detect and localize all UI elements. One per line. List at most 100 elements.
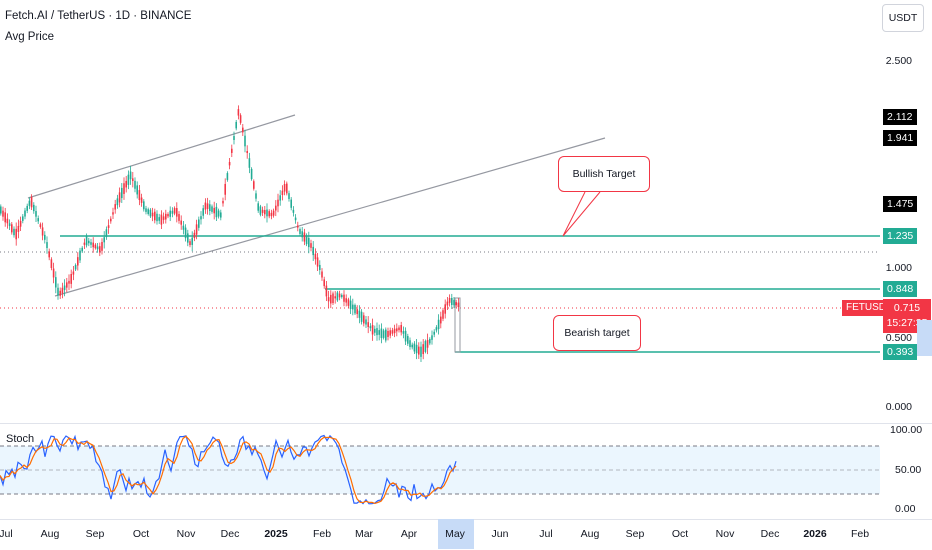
candle-body — [257, 203, 259, 211]
candle-body — [374, 328, 376, 333]
candle-body — [74, 265, 77, 270]
candle-body — [81, 247, 83, 252]
level-badge: 1.475 — [883, 196, 918, 212]
candle-body — [193, 232, 196, 238]
candle-body — [165, 213, 167, 220]
candle-body — [171, 210, 174, 214]
bullish-target-label[interactable]: Bullish Target — [558, 156, 650, 192]
candle-body — [180, 220, 182, 225]
candle-body — [325, 285, 328, 297]
indicator-label: Avg Price — [5, 31, 55, 43]
candle-body — [28, 200, 31, 206]
candle-body — [222, 200, 224, 204]
candle-body — [253, 181, 255, 189]
price-tick: 2.500 — [885, 55, 912, 67]
candle-body — [11, 224, 13, 233]
candle-body — [343, 294, 345, 302]
candle-body — [114, 204, 116, 210]
currency-button[interactable]: USDT — [882, 4, 924, 32]
candle-body — [116, 198, 119, 206]
candle-body — [418, 346, 420, 355]
candle-body — [259, 206, 262, 215]
pane-divider[interactable] — [0, 423, 932, 424]
candle-body — [202, 208, 204, 216]
candle-body — [125, 180, 127, 188]
candle-body — [224, 183, 226, 195]
candle-body — [35, 211, 37, 217]
candle-body — [261, 209, 264, 213]
candle-body — [169, 210, 171, 217]
candle-body — [134, 180, 136, 189]
time-label: Oct — [132, 528, 150, 540]
time-label: Nov — [176, 528, 196, 540]
candle-body — [349, 300, 352, 309]
candle-body — [409, 340, 411, 348]
chart-title: Fetch.AI / TetherUS · 1D · BINANCE — [5, 10, 192, 22]
candle-body — [435, 327, 438, 331]
candle-body — [299, 229, 301, 234]
candle-body — [4, 212, 6, 223]
candle-body — [79, 250, 81, 261]
time-label: Sep — [85, 528, 105, 540]
candle-body — [250, 168, 253, 180]
time-label: Feb — [312, 528, 332, 540]
candle-body — [239, 115, 242, 123]
candle-body — [127, 174, 130, 185]
candle-body — [211, 206, 213, 212]
candle-body — [305, 235, 308, 245]
candle-body — [2, 210, 4, 217]
candle-body — [332, 293, 334, 304]
candle-body — [319, 264, 321, 271]
candle-body — [431, 335, 433, 340]
candle-body — [301, 231, 303, 238]
candle-body — [398, 327, 400, 331]
last-price-value: 0.715 — [893, 302, 921, 314]
candle-body — [160, 214, 163, 225]
candle-body — [72, 271, 75, 275]
candle-body — [308, 237, 310, 248]
channel-upper-line — [27, 114, 296, 199]
candle-body — [66, 282, 68, 288]
candle-body — [338, 293, 341, 298]
candle-body — [41, 227, 44, 236]
candle-body — [228, 161, 231, 166]
candle-body — [292, 209, 295, 213]
price-chart[interactable] — [0, 0, 880, 420]
candle-body — [314, 253, 317, 260]
stoch-tick: 50.00 — [895, 464, 922, 476]
candle-body — [19, 220, 22, 227]
candle-body — [17, 225, 20, 232]
candle-body — [88, 240, 90, 244]
candle-body — [103, 237, 105, 243]
candle-body — [112, 212, 114, 215]
candle-body — [77, 257, 79, 266]
time-label: Jul — [539, 528, 553, 540]
candle-body — [294, 217, 297, 221]
candle-body — [138, 190, 141, 201]
time-label: Aug — [40, 528, 60, 540]
candle-body — [275, 205, 277, 211]
candle-body — [323, 279, 325, 287]
time-label: Dec — [760, 528, 780, 540]
candle-body — [288, 193, 290, 199]
candle-body — [39, 224, 42, 228]
time-label: Apr — [400, 528, 418, 540]
time-label: Aug — [580, 528, 600, 540]
candle-body — [277, 199, 279, 207]
candles-group — [0, 105, 460, 362]
candle-body — [455, 302, 457, 306]
candle-body — [33, 204, 35, 212]
candle-body — [281, 190, 284, 195]
bearish-target-label[interactable]: Bearish target — [553, 315, 641, 351]
bearish-range-bracket — [454, 297, 461, 353]
candle-body — [59, 290, 61, 296]
candle-body — [140, 197, 143, 203]
stoch-chart[interactable] — [0, 424, 880, 519]
candle-body — [209, 204, 211, 212]
time-highlight — [438, 519, 474, 549]
candle-body — [422, 344, 424, 355]
candle-body — [290, 199, 292, 208]
candle-body — [237, 109, 240, 116]
candle-body — [50, 259, 53, 269]
candle-body — [191, 237, 193, 245]
